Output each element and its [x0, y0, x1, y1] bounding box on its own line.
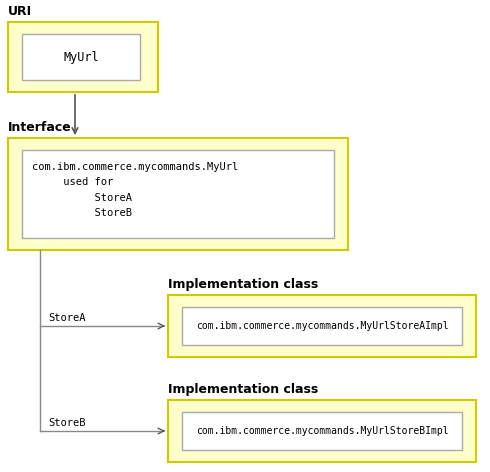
- Text: Implementation class: Implementation class: [168, 383, 318, 396]
- Bar: [168, 400, 476, 462]
- Text: URI: URI: [8, 5, 32, 18]
- Bar: [8, 22, 158, 92]
- Bar: [22, 34, 140, 80]
- Bar: [22, 150, 334, 238]
- Bar: [182, 307, 462, 345]
- Text: StoreA: StoreA: [48, 313, 85, 323]
- Bar: [182, 412, 462, 450]
- Text: MyUrl: MyUrl: [63, 51, 99, 64]
- Text: com.ibm.commerce.mycommands.MyUrlStoreAImpl: com.ibm.commerce.mycommands.MyUrlStoreAI…: [196, 321, 448, 331]
- Text: com.ibm.commerce.mycommands.MyUrl
     used for
          StoreA
          Store: com.ibm.commerce.mycommands.MyUrl used f…: [32, 161, 238, 219]
- Text: Implementation class: Implementation class: [168, 278, 318, 291]
- Bar: [168, 295, 476, 357]
- Text: Interface: Interface: [8, 121, 72, 134]
- Bar: [8, 138, 348, 250]
- Text: com.ibm.commerce.mycommands.MyUrlStoreBImpl: com.ibm.commerce.mycommands.MyUrlStoreBI…: [196, 426, 448, 436]
- Text: StoreB: StoreB: [48, 418, 85, 428]
